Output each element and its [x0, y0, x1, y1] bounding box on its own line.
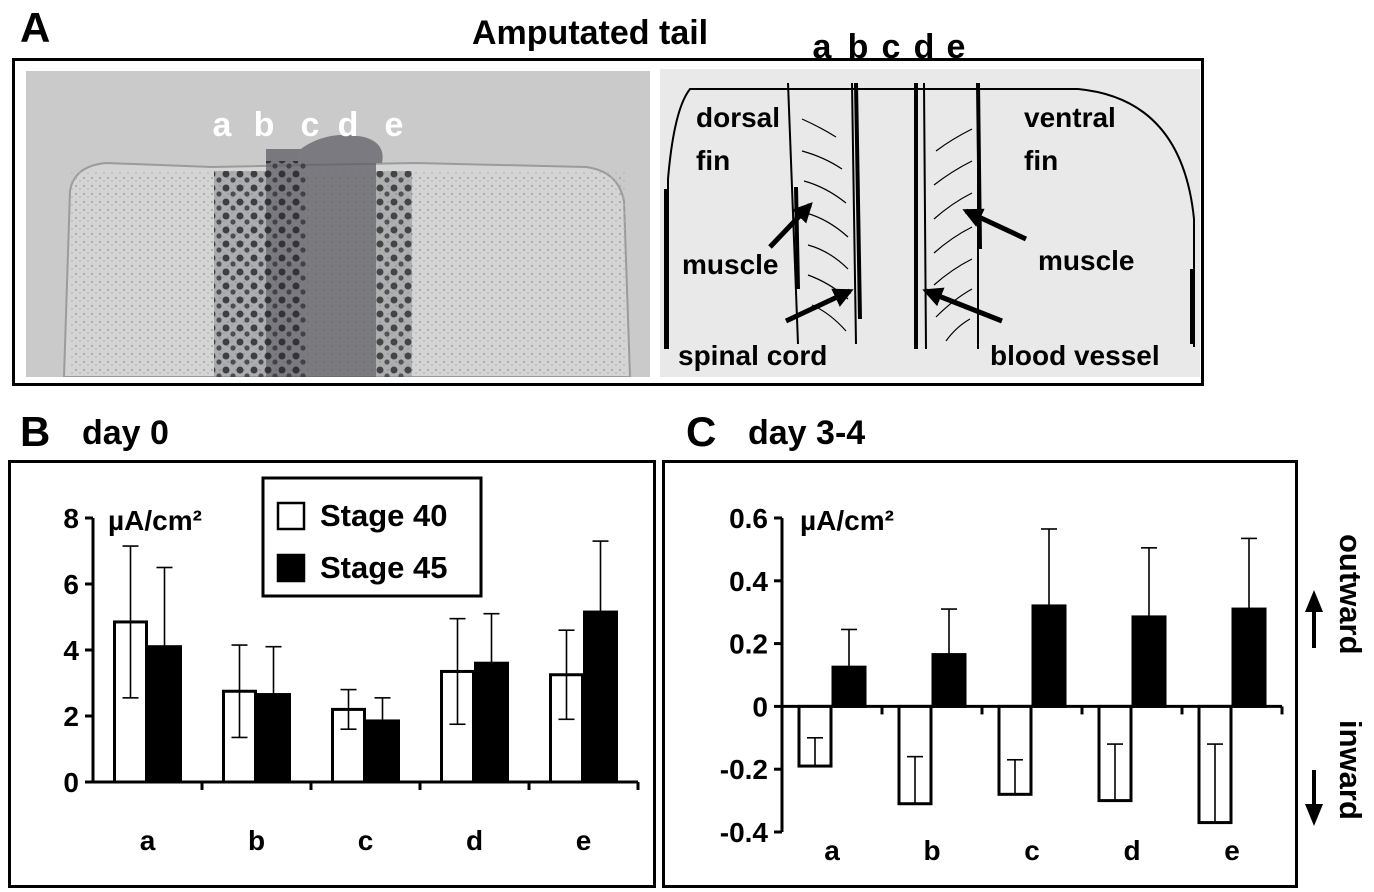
x-category-label: a	[824, 835, 840, 866]
y-tick-label: 4	[63, 635, 79, 666]
y-tick-label: 0	[63, 767, 79, 798]
fin-outline	[667, 88, 1195, 349]
panel-b-frame	[8, 460, 656, 888]
photo-letter-a: a	[213, 106, 233, 144]
muscle-left-label: muscle	[682, 249, 779, 280]
photo-letter-d: d	[338, 106, 359, 144]
spinal-cord-label: spinal cord	[678, 340, 827, 371]
bar-a-stage45	[831, 665, 867, 708]
y-tick-label: 0.2	[729, 629, 768, 660]
panel-c-title: day 3-4	[748, 414, 866, 452]
tail-schematic: dorsal fin ventral fin muscle muscle spi…	[660, 69, 1200, 377]
dorsal-fin-label-2: fin	[696, 145, 730, 176]
chart-day3-4: -0.4 -0.2 0 0.2 0.4 0.6 µA/cm² a b c d e	[720, 503, 1284, 866]
inward-label: inward	[1333, 720, 1368, 820]
panel-c-letter: C	[686, 408, 717, 455]
bar-d-stage45	[1131, 615, 1167, 708]
top-letter-a: a	[813, 28, 833, 66]
legend-label-stage45: Stage 45	[320, 550, 448, 585]
x-category-label: d	[1123, 835, 1140, 866]
panel-a-frame	[12, 58, 1204, 386]
muscle-right-label: muscle	[1038, 245, 1135, 276]
ventral-fin-label-2: fin	[1024, 145, 1058, 176]
dorsal-fin-label-1: dorsal	[696, 102, 780, 133]
x-category-label: c	[1024, 835, 1040, 866]
bar-a-stage40	[113, 620, 148, 784]
arrow-blood-vessel	[922, 287, 1003, 324]
bar-b-stage45	[931, 653, 967, 708]
panel-b-title: day 0	[82, 414, 169, 452]
x-category-label: b	[248, 825, 265, 856]
y-tick-label: -0.4	[720, 817, 769, 848]
outward-arrow-icon	[1305, 590, 1323, 648]
tail-photo	[26, 71, 650, 377]
top-letter-b: b	[848, 28, 869, 66]
y-axis-unit-label: µA/cm²	[108, 505, 202, 536]
arrow-muscle-left	[768, 202, 813, 249]
y-tick-label: 8	[63, 503, 79, 534]
x-category-label: c	[358, 825, 374, 856]
photo-letter-c: c	[301, 106, 320, 144]
bar-c-stage45	[1031, 604, 1067, 708]
y-tick-label: -0.2	[720, 754, 768, 785]
bar-b-stage40	[897, 704, 933, 806]
legend-label-stage40: Stage 40	[320, 498, 448, 533]
legend: Stage 40 Stage 45	[261, 476, 483, 598]
chart-day0: 0 2 4 6 8 µA/cm² a b c d e Stage 40 Stage 45	[63, 476, 640, 856]
y-tick-label: 0.6	[729, 503, 768, 534]
y-tick-label: 2	[63, 701, 79, 732]
top-letter-d: d	[914, 28, 935, 66]
x-category-label: e	[1224, 835, 1240, 866]
panel-a-letter: A	[20, 4, 51, 51]
legend-swatch-stage40	[276, 501, 306, 531]
arrow-spinal-cord	[784, 288, 854, 324]
top-letter-e: e	[947, 28, 966, 66]
panel-a-top-position-letters: a b c d e	[813, 28, 966, 66]
photo-letter-e: e	[385, 106, 404, 144]
y-axis-unit-label: µA/cm²	[800, 505, 894, 536]
photo-letter-b: b	[254, 106, 275, 144]
inward-arrow-icon	[1305, 770, 1323, 826]
x-category-label: a	[140, 825, 156, 856]
y-tick-label: 0.4	[729, 566, 768, 597]
tail-photo-drawing	[26, 71, 650, 377]
blood-vessel-label: blood vessel	[990, 340, 1160, 371]
photo-position-letters: a b c d e	[213, 106, 404, 144]
direction-indicators: outward inward	[1305, 534, 1368, 826]
y-tick-label: 6	[63, 569, 79, 600]
ventral-fin-label-1: ventral	[1024, 102, 1116, 133]
legend-swatch-stage45	[276, 553, 306, 583]
x-category-label: b	[923, 835, 940, 866]
arrow-muscle-right	[962, 208, 1028, 242]
outward-label: outward	[1333, 534, 1368, 655]
bar-e-stage45	[1231, 607, 1267, 708]
panel-a-title: Amputated tail	[472, 14, 709, 52]
top-letter-c: c	[882, 28, 901, 66]
panel-b-letter: B	[20, 408, 51, 455]
y-tick-label: 0	[752, 691, 768, 722]
panel-c-frame	[662, 460, 1298, 888]
x-category-label: d	[466, 825, 483, 856]
x-category-label: e	[576, 825, 592, 856]
